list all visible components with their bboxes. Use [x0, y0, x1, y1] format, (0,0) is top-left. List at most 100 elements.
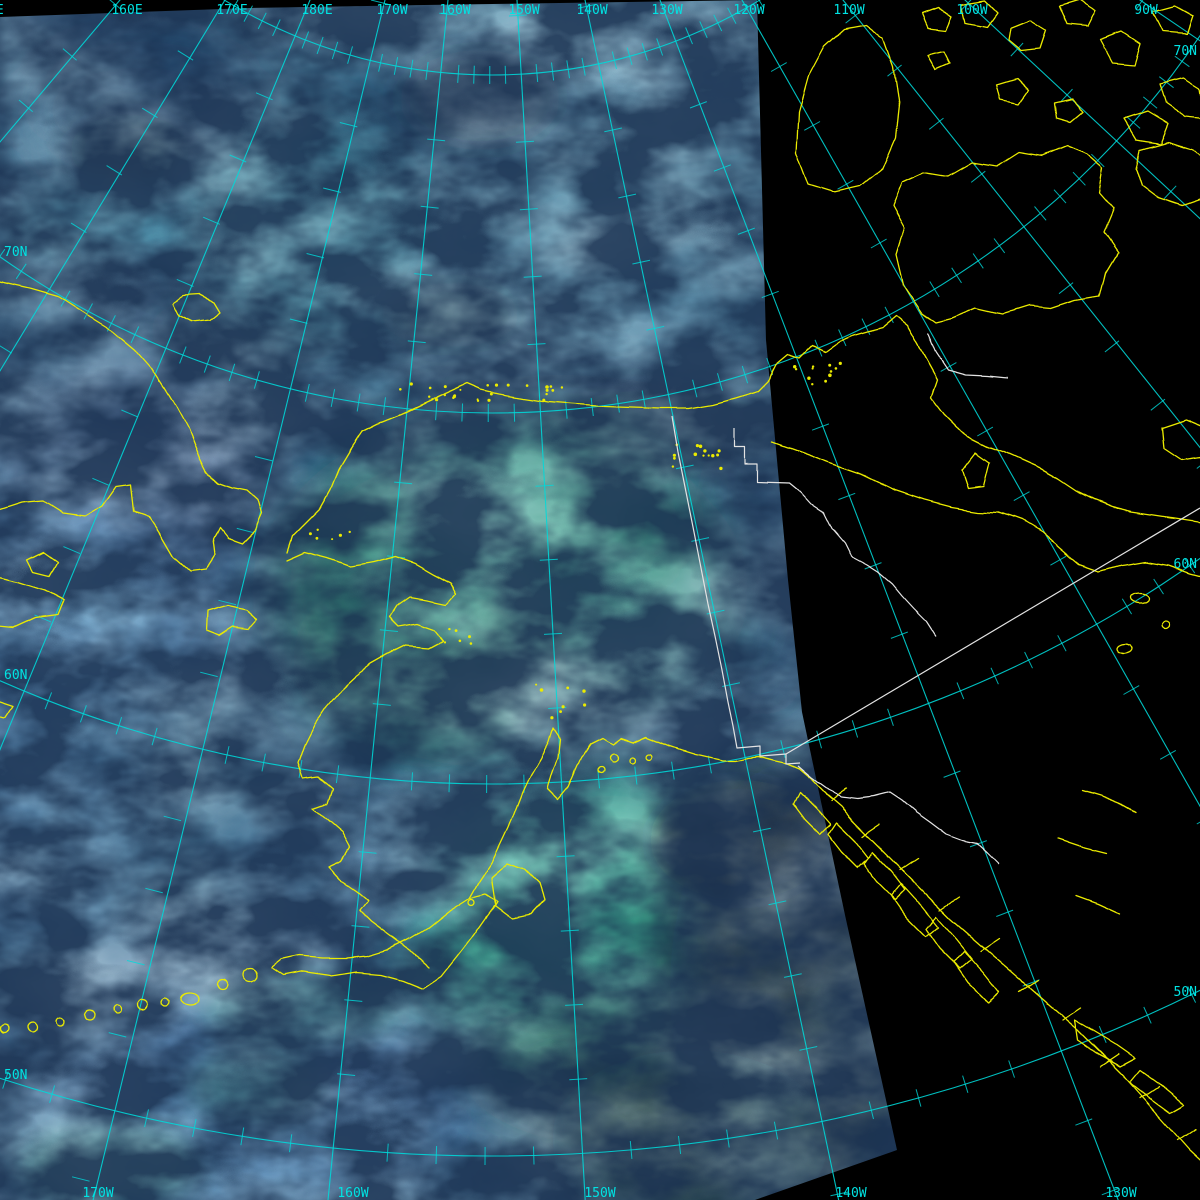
lake-dot [793, 365, 797, 369]
lake-dot [711, 454, 715, 458]
lake-dot [807, 376, 811, 380]
graticule-label: 140W [835, 1186, 866, 1200]
lake-dot [316, 528, 319, 531]
lake-dot [486, 384, 490, 387]
banks-island [795, 23, 900, 193]
liverpool-bay-shore [771, 441, 1001, 513]
lake-dot [693, 452, 698, 457]
meridian-140W [584, 0, 840, 1200]
alaska-north-coast [361, 383, 758, 433]
lake-dot [399, 388, 402, 391]
alaska-yukon-border [671, 415, 801, 765]
chukotka-coast [0, 280, 263, 573]
lake-dot [545, 388, 549, 392]
pws-islets [596, 752, 654, 774]
graticule-label: 60N [1174, 557, 1197, 572]
graticule-label: 140W [576, 3, 607, 18]
lake-dot [315, 536, 319, 540]
lake-dot [566, 686, 570, 690]
lake-dot [469, 642, 473, 645]
lake-dot [454, 629, 458, 632]
lake-dot [583, 703, 587, 707]
lake-dot [829, 370, 833, 373]
lake-dots-layer [308, 361, 842, 720]
lake-dot [716, 453, 720, 457]
wrangel-island [171, 294, 221, 323]
alaska-northwest-coast [286, 431, 363, 553]
lake-dot [560, 386, 564, 389]
st-lawrence-island [205, 605, 259, 637]
graticule-label: 90W [1134, 3, 1158, 18]
graticule-label: 50N [4, 1068, 27, 1083]
graticule-label: 100W [956, 3, 987, 18]
lake-dot [348, 530, 351, 534]
graticule-label: 160E [111, 3, 142, 18]
graticule-label: 60N [4, 668, 27, 683]
graticule-label: 150W [584, 1186, 615, 1200]
lake-dot [673, 456, 676, 460]
lake-dot [828, 373, 832, 378]
lake-dot [695, 444, 700, 448]
graticule-label: 130W [651, 3, 682, 18]
aleutian-islands [0, 967, 258, 1035]
lake-dot [489, 392, 493, 396]
anadyr-coast [0, 576, 65, 629]
lake-dot [559, 710, 562, 713]
graticule-label: 120W [733, 3, 764, 18]
alaska-bc-panhandle-border [797, 765, 1000, 865]
lake-dot [561, 705, 565, 709]
lake-dot [494, 383, 499, 387]
lake-dot [828, 363, 832, 367]
lake-dot [443, 393, 446, 397]
meridian-150W [516, 0, 586, 1200]
lake-dot [717, 449, 721, 453]
parallel-80N [223, 0, 761, 76]
lake-dot [428, 395, 431, 398]
graticule-label: 150W [508, 3, 539, 18]
parallel-50N [0, 989, 1200, 1157]
parry-peninsula [961, 451, 991, 489]
meridian-170W [92, 0, 386, 1200]
lake-dot [487, 398, 491, 402]
fjord-spurs [829, 789, 1197, 1141]
lake-dot [702, 454, 705, 457]
lake-dot [811, 367, 814, 370]
lake-dot [443, 385, 447, 389]
lake-dot [458, 639, 462, 643]
lake-dot [459, 388, 462, 391]
arctic-archipelago-islands [921, 0, 1200, 461]
parallel-70N [0, 34, 1200, 414]
south-central-coast [469, 727, 799, 899]
graticule-label: 50N [1174, 985, 1197, 1000]
bc-interior-lakes [1057, 789, 1137, 915]
lake-dot [834, 367, 838, 370]
border-layer [671, 332, 1200, 865]
lake-dot [545, 392, 548, 396]
graticule-label: 160W [337, 1186, 368, 1200]
graticule-label: 170W [376, 3, 407, 18]
coronation-islands [1115, 592, 1170, 654]
panhandle-mainland-coast [797, 767, 1200, 1161]
lake-dot [551, 389, 555, 392]
alaska-peninsula [271, 893, 499, 989]
sixty-north-border [785, 507, 1200, 755]
lake-dot [525, 384, 529, 387]
lake-dot [539, 688, 544, 692]
lake-dot [338, 533, 342, 537]
meridian-180E [0, 0, 311, 751]
lake-dot [308, 532, 312, 536]
lake-dot [545, 385, 549, 389]
graticule-label: 170E [216, 3, 247, 18]
lake-dot [550, 716, 554, 720]
lake-dot [435, 398, 439, 402]
graticule-label: 70N [1174, 44, 1197, 59]
kodiak-islet [468, 898, 476, 906]
lake-dot [698, 444, 703, 449]
lake-dot [719, 466, 723, 471]
meridian-120W [741, 0, 1200, 808]
lake-dot [549, 385, 553, 388]
seward-west-coast [286, 551, 457, 967]
